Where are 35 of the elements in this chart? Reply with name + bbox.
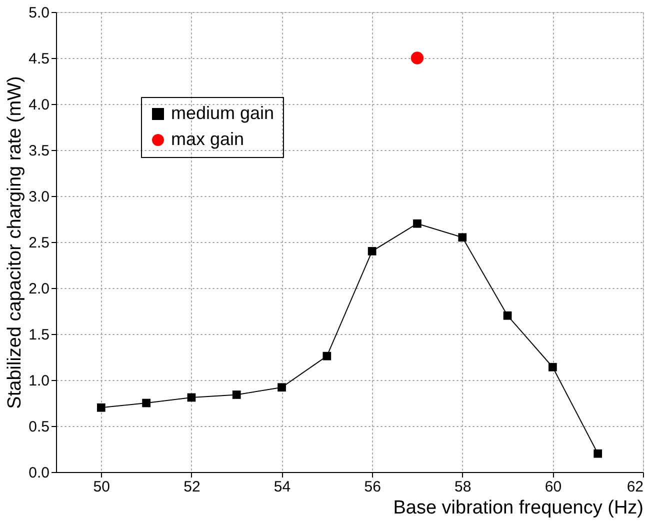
y-tick-label: 0.5 — [28, 418, 50, 436]
point — [410, 52, 424, 64]
y-tick-label: 3.5 — [28, 142, 50, 160]
point — [368, 247, 376, 256]
point — [96, 403, 106, 412]
point — [278, 383, 286, 392]
point — [187, 393, 196, 402]
y-tick-label: 0.0 — [28, 464, 50, 482]
legend-label: max gain — [171, 129, 244, 149]
x-tick-label: 50 — [93, 478, 110, 496]
y-tick-label: 2.5 — [28, 234, 50, 252]
legend-label: medium gain — [171, 103, 274, 123]
x-tick-label: 62 — [626, 478, 644, 496]
y-tick-label: 2.0 — [28, 280, 50, 298]
y-tick-label: 5.0 — [28, 4, 50, 22]
y-tick-label: 1.5 — [28, 326, 50, 344]
point — [503, 311, 512, 320]
point — [142, 398, 150, 408]
point — [322, 352, 332, 360]
y-tick-label: 3.0 — [28, 188, 50, 206]
x-tick-label: 58 — [454, 478, 472, 496]
y-tick-label: 4.0 — [28, 96, 50, 114]
x-tick-label: 54 — [274, 478, 291, 496]
x-tick-label: 52 — [184, 478, 200, 496]
y-tick-label: 1.0 — [28, 372, 50, 390]
y-axis-title: Stabilized capacitor charging rate (mW) — [4, 76, 26, 409]
point — [413, 219, 422, 228]
point — [458, 233, 467, 242]
x-tick-label: 60 — [544, 478, 562, 496]
point — [548, 362, 557, 372]
x-tick-label: 56 — [364, 478, 381, 496]
y-tick-label: 4.5 — [28, 50, 50, 68]
point — [594, 449, 602, 458]
x-axis-title: Base vibration frequency (Hz) — [393, 498, 644, 518]
point — [232, 390, 241, 399]
